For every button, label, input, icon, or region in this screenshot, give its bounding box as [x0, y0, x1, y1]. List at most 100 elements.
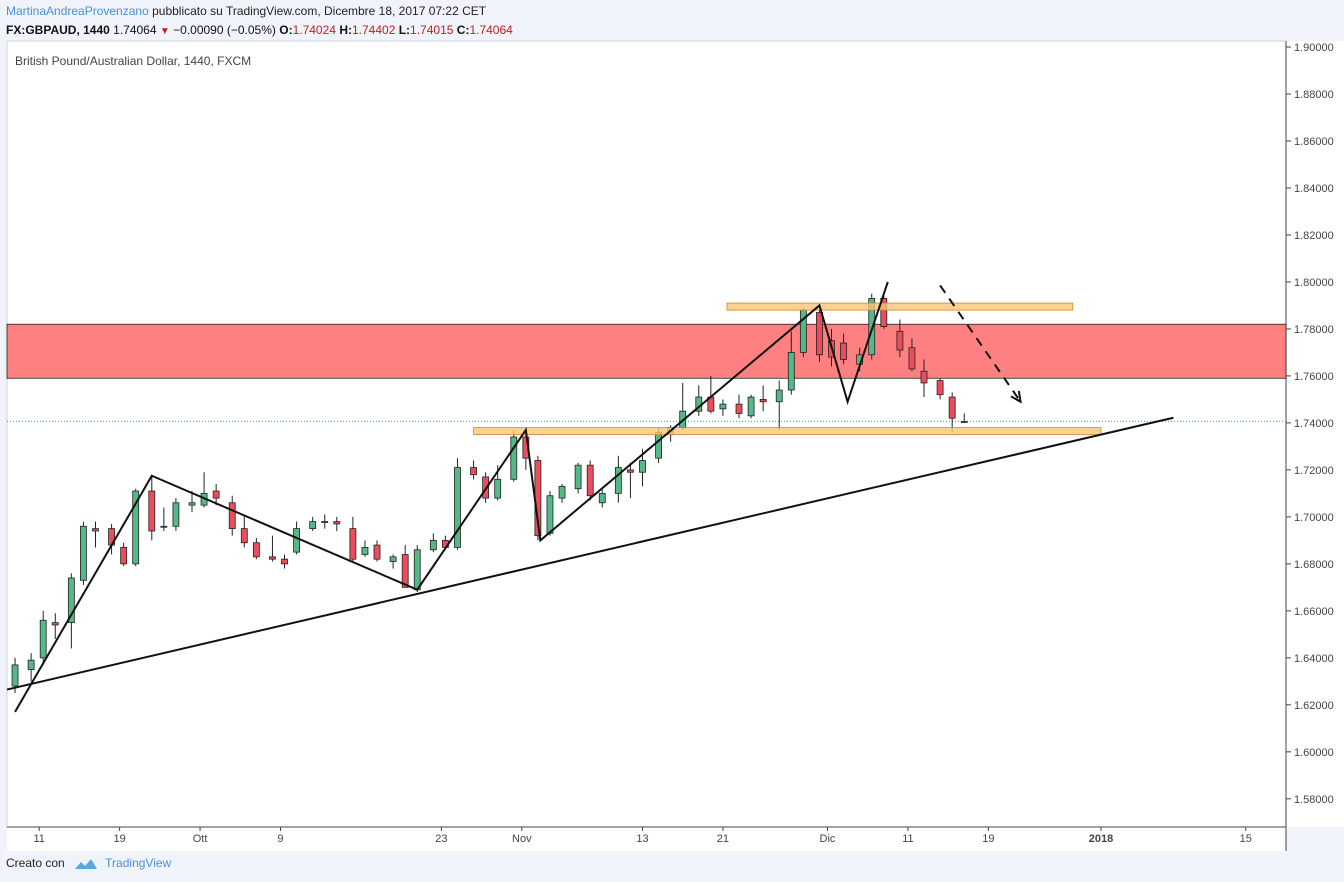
candle — [51, 622, 59, 626]
y-tick-label: 1.78000 — [1294, 324, 1334, 336]
symbol-line: FX:GBPAUD, 1440 1.74064 ▼ −0.00090 (−0.0… — [6, 23, 513, 37]
candle — [172, 502, 180, 527]
publish-info: MartinaAndreaProvenzano pubblicato su Tr… — [6, 4, 486, 18]
candle — [574, 464, 582, 490]
x-tick-label: 11 — [902, 833, 913, 845]
forecast-arrow-head — [1010, 390, 1022, 404]
candle — [293, 528, 300, 553]
open-label: O: — [279, 23, 293, 37]
x-tick-label: 9 — [277, 833, 283, 845]
candle — [321, 521, 329, 523]
candle — [546, 495, 554, 534]
candle — [840, 342, 847, 360]
tradingview-brand-link[interactable]: TradingView — [105, 856, 172, 870]
y-tick-label: 1.62000 — [1294, 700, 1334, 712]
candle — [787, 352, 795, 391]
y-tick-label: 1.82000 — [1294, 230, 1334, 242]
y-tick-label: 1.68000 — [1294, 559, 1334, 571]
y-tick-label: 1.80000 — [1294, 277, 1334, 289]
x-tick-label: Nov — [512, 833, 532, 845]
x-tick-label: 15 — [1240, 833, 1252, 845]
candle — [936, 380, 944, 396]
candle — [948, 396, 956, 419]
candle — [775, 389, 783, 403]
candle — [27, 659, 35, 670]
candle — [868, 297, 876, 356]
created-with-label: Creato con — [6, 856, 65, 870]
x-tick-label: 21 — [717, 833, 729, 845]
upper-support-band — [726, 302, 1074, 311]
close-label: C: — [456, 23, 470, 37]
price-change: −0.00090 (−0.05%) — [173, 23, 276, 37]
candle — [494, 478, 502, 499]
y-tick-label: 1.60000 — [1294, 747, 1334, 759]
y-tick-label: 1.74000 — [1294, 418, 1334, 430]
candle — [558, 485, 566, 499]
price-axis — [1286, 41, 1344, 827]
x-tick-label: Ott — [193, 833, 208, 845]
low-label: L: — [398, 23, 411, 37]
chart-title: British Pound/Australian Dollar, 1440, F… — [15, 54, 251, 68]
y-tick-label: 1.90000 — [1294, 42, 1334, 54]
open-value: 1.74024 — [292, 23, 336, 37]
time-axis — [7, 827, 1286, 851]
candle — [361, 547, 369, 555]
candle — [269, 556, 276, 560]
x-tick-label: Dic — [820, 833, 836, 845]
candle — [309, 521, 317, 530]
y-tick-label: 1.76000 — [1294, 371, 1334, 383]
symbol-name: FX:GBPAUD, 1440 — [6, 23, 110, 37]
author-link[interactable]: MartinaAndreaProvenzano — [6, 4, 149, 18]
candle — [639, 460, 646, 473]
y-tick-label: 1.66000 — [1294, 606, 1334, 618]
candle — [655, 431, 662, 459]
x-tick-label: 2018 — [1089, 833, 1113, 845]
x-tick-label: 19 — [113, 833, 125, 845]
candle — [333, 521, 341, 525]
candle — [188, 502, 196, 506]
candle — [389, 556, 397, 562]
last-price: 1.74064 — [113, 23, 157, 37]
candle — [212, 490, 220, 499]
candle — [960, 421, 968, 423]
footer: Creato con TradingView — [6, 856, 171, 871]
candle — [80, 525, 87, 581]
high-value: 1.74402 — [351, 23, 396, 37]
candle — [510, 436, 518, 480]
candle — [920, 370, 928, 384]
x-tick-label: 13 — [636, 833, 648, 845]
y-tick-label: 1.88000 — [1294, 89, 1334, 101]
published-text: pubblicato su TradingView.com, Dicembre … — [152, 4, 487, 18]
candle — [413, 549, 421, 591]
low-value: 1.74015 — [410, 23, 454, 37]
candle — [92, 528, 99, 532]
candle — [401, 554, 409, 588]
candle — [349, 528, 357, 560]
zigzag-pattern — [14, 281, 889, 713]
candle — [39, 619, 47, 659]
candle — [148, 490, 156, 532]
x-tick-label: 23 — [435, 833, 447, 845]
candle — [586, 464, 594, 497]
candle — [281, 558, 288, 565]
ascending-trendline — [6, 416, 1174, 691]
y-tick-label: 1.86000 — [1294, 136, 1334, 148]
forecast-arrow — [939, 284, 1022, 403]
candle — [429, 539, 437, 551]
candle — [132, 490, 140, 565]
lower-support-band — [473, 427, 1102, 436]
candle — [160, 525, 168, 528]
high-label: H: — [339, 23, 352, 37]
tradingview-logo-icon — [75, 858, 98, 869]
candle — [228, 502, 236, 530]
candle — [719, 403, 727, 410]
candle — [373, 544, 381, 560]
candle — [735, 403, 743, 414]
candle — [11, 664, 19, 687]
candle — [880, 297, 888, 327]
y-tick-label: 1.70000 — [1294, 512, 1334, 524]
candle — [67, 577, 75, 624]
candle — [747, 396, 755, 417]
candle — [896, 330, 904, 351]
